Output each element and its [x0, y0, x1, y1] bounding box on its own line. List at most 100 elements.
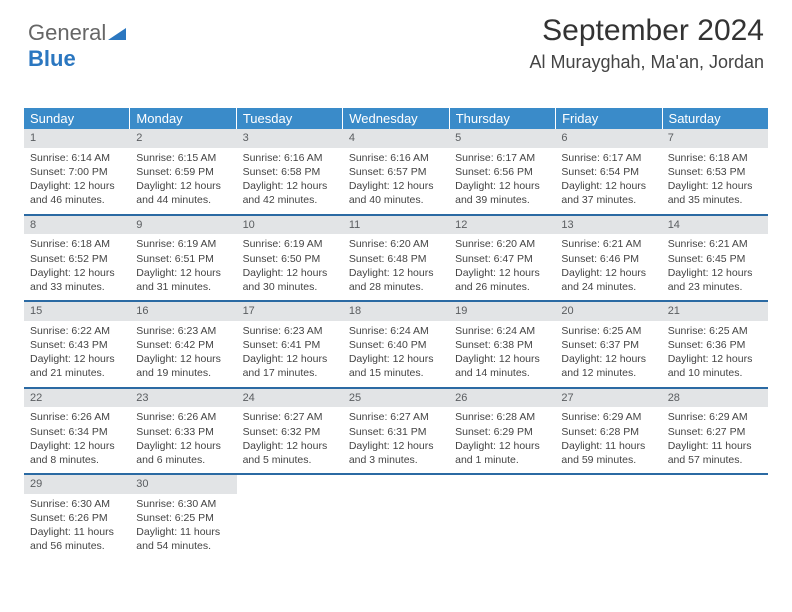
page-title: September 2024: [529, 14, 764, 48]
day-number: 5: [449, 129, 555, 148]
day-details: Sunrise: 6:22 AMSunset: 6:43 PMDaylight:…: [24, 321, 130, 387]
day-cell-5: 5Sunrise: 6:17 AMSunset: 6:56 PMDaylight…: [449, 129, 555, 214]
calendar-grid: SundayMondayTuesdayWednesdayThursdayFrid…: [24, 108, 768, 560]
day-number: 13: [555, 216, 661, 235]
day-number: 2: [130, 129, 236, 148]
day-number: 17: [237, 302, 343, 321]
day-details: Sunrise: 6:27 AMSunset: 6:31 PMDaylight:…: [343, 407, 449, 473]
day-cell-19: 19Sunrise: 6:24 AMSunset: 6:38 PMDayligh…: [449, 302, 555, 387]
day-number: 27: [555, 389, 661, 408]
day-details: Sunrise: 6:28 AMSunset: 6:29 PMDaylight:…: [449, 407, 555, 473]
day-cell-25: 25Sunrise: 6:27 AMSunset: 6:31 PMDayligh…: [343, 389, 449, 474]
day-details: Sunrise: 6:26 AMSunset: 6:34 PMDaylight:…: [24, 407, 130, 473]
day-details: Sunrise: 6:25 AMSunset: 6:36 PMDaylight:…: [662, 321, 768, 387]
day-cell-28: 28Sunrise: 6:29 AMSunset: 6:27 PMDayligh…: [662, 389, 768, 474]
day-number: 22: [24, 389, 130, 408]
dow-header-monday: Monday: [130, 108, 236, 129]
day-cell-7: 7Sunrise: 6:18 AMSunset: 6:53 PMDaylight…: [662, 129, 768, 214]
logo-text-1: General: [28, 20, 106, 45]
day-details: Sunrise: 6:20 AMSunset: 6:47 PMDaylight:…: [449, 234, 555, 300]
day-details: Sunrise: 6:20 AMSunset: 6:48 PMDaylight:…: [343, 234, 449, 300]
day-number: 26: [449, 389, 555, 408]
day-details: Sunrise: 6:17 AMSunset: 6:56 PMDaylight:…: [449, 148, 555, 214]
day-number: 15: [24, 302, 130, 321]
day-details: Sunrise: 6:21 AMSunset: 6:46 PMDaylight:…: [555, 234, 661, 300]
day-number: 4: [343, 129, 449, 148]
day-cell-17: 17Sunrise: 6:23 AMSunset: 6:41 PMDayligh…: [237, 302, 343, 387]
week-row: 29Sunrise: 6:30 AMSunset: 6:26 PMDayligh…: [24, 475, 768, 560]
day-number: 14: [662, 216, 768, 235]
day-details: Sunrise: 6:29 AMSunset: 6:28 PMDaylight:…: [555, 407, 661, 473]
location-subtitle: Al Murayghah, Ma'an, Jordan: [529, 52, 764, 73]
day-details: Sunrise: 6:14 AMSunset: 7:00 PMDaylight:…: [24, 148, 130, 214]
day-cell-4: 4Sunrise: 6:16 AMSunset: 6:57 PMDaylight…: [343, 129, 449, 214]
day-cell-24: 24Sunrise: 6:27 AMSunset: 6:32 PMDayligh…: [237, 389, 343, 474]
day-cell-16: 16Sunrise: 6:23 AMSunset: 6:42 PMDayligh…: [130, 302, 236, 387]
day-cell-3: 3Sunrise: 6:16 AMSunset: 6:58 PMDaylight…: [237, 129, 343, 214]
day-details: Sunrise: 6:29 AMSunset: 6:27 PMDaylight:…: [662, 407, 768, 473]
day-details: Sunrise: 6:16 AMSunset: 6:57 PMDaylight:…: [343, 148, 449, 214]
day-cell-11: 11Sunrise: 6:20 AMSunset: 6:48 PMDayligh…: [343, 216, 449, 301]
dow-header-row: SundayMondayTuesdayWednesdayThursdayFrid…: [24, 108, 768, 129]
day-cell-23: 23Sunrise: 6:26 AMSunset: 6:33 PMDayligh…: [130, 389, 236, 474]
day-number: 29: [24, 475, 130, 494]
day-details: Sunrise: 6:30 AMSunset: 6:25 PMDaylight:…: [130, 494, 236, 560]
day-number: 18: [343, 302, 449, 321]
day-cell-1: 1Sunrise: 6:14 AMSunset: 7:00 PMDaylight…: [24, 129, 130, 214]
day-number: 8: [24, 216, 130, 235]
day-number: 12: [449, 216, 555, 235]
day-cell-6: 6Sunrise: 6:17 AMSunset: 6:54 PMDaylight…: [555, 129, 661, 214]
day-details: Sunrise: 6:24 AMSunset: 6:40 PMDaylight:…: [343, 321, 449, 387]
day-cell-29: 29Sunrise: 6:30 AMSunset: 6:26 PMDayligh…: [24, 475, 130, 560]
day-number: 6: [555, 129, 661, 148]
day-details: Sunrise: 6:25 AMSunset: 6:37 PMDaylight:…: [555, 321, 661, 387]
day-cell-9: 9Sunrise: 6:19 AMSunset: 6:51 PMDaylight…: [130, 216, 236, 301]
empty-cell: [662, 475, 768, 560]
day-cell-15: 15Sunrise: 6:22 AMSunset: 6:43 PMDayligh…: [24, 302, 130, 387]
empty-cell: [449, 475, 555, 560]
day-details: Sunrise: 6:23 AMSunset: 6:41 PMDaylight:…: [237, 321, 343, 387]
day-details: Sunrise: 6:16 AMSunset: 6:58 PMDaylight:…: [237, 148, 343, 214]
day-cell-12: 12Sunrise: 6:20 AMSunset: 6:47 PMDayligh…: [449, 216, 555, 301]
dow-header-sunday: Sunday: [24, 108, 130, 129]
day-number: 23: [130, 389, 236, 408]
day-cell-21: 21Sunrise: 6:25 AMSunset: 6:36 PMDayligh…: [662, 302, 768, 387]
logo: General Blue: [28, 20, 130, 72]
day-details: Sunrise: 6:15 AMSunset: 6:59 PMDaylight:…: [130, 148, 236, 214]
day-cell-10: 10Sunrise: 6:19 AMSunset: 6:50 PMDayligh…: [237, 216, 343, 301]
logo-text-2: Blue: [28, 46, 76, 71]
day-number: 20: [555, 302, 661, 321]
day-cell-22: 22Sunrise: 6:26 AMSunset: 6:34 PMDayligh…: [24, 389, 130, 474]
day-details: Sunrise: 6:24 AMSunset: 6:38 PMDaylight:…: [449, 321, 555, 387]
dow-header-saturday: Saturday: [663, 108, 768, 129]
day-number: 21: [662, 302, 768, 321]
day-cell-18: 18Sunrise: 6:24 AMSunset: 6:40 PMDayligh…: [343, 302, 449, 387]
day-number: 10: [237, 216, 343, 235]
empty-cell: [237, 475, 343, 560]
day-number: 25: [343, 389, 449, 408]
day-cell-2: 2Sunrise: 6:15 AMSunset: 6:59 PMDaylight…: [130, 129, 236, 214]
dow-header-friday: Friday: [556, 108, 662, 129]
dow-header-thursday: Thursday: [450, 108, 556, 129]
day-cell-8: 8Sunrise: 6:18 AMSunset: 6:52 PMDaylight…: [24, 216, 130, 301]
day-cell-26: 26Sunrise: 6:28 AMSunset: 6:29 PMDayligh…: [449, 389, 555, 474]
day-details: Sunrise: 6:26 AMSunset: 6:33 PMDaylight:…: [130, 407, 236, 473]
week-row: 1Sunrise: 6:14 AMSunset: 7:00 PMDaylight…: [24, 129, 768, 216]
day-number: 1: [24, 129, 130, 148]
day-number: 30: [130, 475, 236, 494]
day-details: Sunrise: 6:23 AMSunset: 6:42 PMDaylight:…: [130, 321, 236, 387]
day-details: Sunrise: 6:21 AMSunset: 6:45 PMDaylight:…: [662, 234, 768, 300]
week-row: 22Sunrise: 6:26 AMSunset: 6:34 PMDayligh…: [24, 389, 768, 476]
day-cell-13: 13Sunrise: 6:21 AMSunset: 6:46 PMDayligh…: [555, 216, 661, 301]
day-cell-27: 27Sunrise: 6:29 AMSunset: 6:28 PMDayligh…: [555, 389, 661, 474]
empty-cell: [555, 475, 661, 560]
day-cell-14: 14Sunrise: 6:21 AMSunset: 6:45 PMDayligh…: [662, 216, 768, 301]
day-details: Sunrise: 6:18 AMSunset: 6:52 PMDaylight:…: [24, 234, 130, 300]
dow-header-tuesday: Tuesday: [237, 108, 343, 129]
empty-cell: [343, 475, 449, 560]
logo-mark-icon: [108, 26, 130, 42]
day-cell-20: 20Sunrise: 6:25 AMSunset: 6:37 PMDayligh…: [555, 302, 661, 387]
day-details: Sunrise: 6:17 AMSunset: 6:54 PMDaylight:…: [555, 148, 661, 214]
day-details: Sunrise: 6:18 AMSunset: 6:53 PMDaylight:…: [662, 148, 768, 214]
week-row: 15Sunrise: 6:22 AMSunset: 6:43 PMDayligh…: [24, 302, 768, 389]
